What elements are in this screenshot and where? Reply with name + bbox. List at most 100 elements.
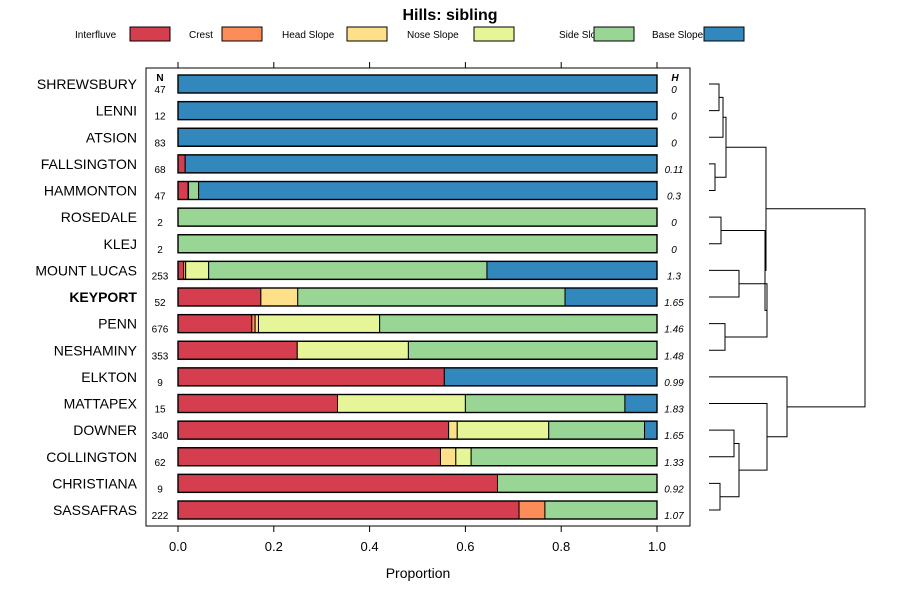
bars [177,74,658,520]
n-value-penn: 676 [152,325,169,336]
n-value-neshaminy: 353 [152,351,169,362]
bar-keyport-side-slope [297,287,566,307]
bar-penn-head-slope [254,314,259,334]
bar-outline-sassafras [177,500,658,520]
bar-neshaminy-side-slope [407,340,658,360]
n-value-fallsington: 68 [154,165,166,176]
bar-fallsington-base-slope [184,154,658,174]
dendrogram-link-3 [715,116,727,178]
row-label-keyport: KEYPORT [69,289,137,305]
bar-penn-interfluve [177,314,253,334]
x-tick-label-4: 0.8 [552,539,570,554]
bar-penn-side-slope [379,314,658,334]
n-value-rosedale: 2 [157,218,163,229]
h-value-shrewsbury: 0 [671,85,677,96]
bar-fallsington-interfluve [177,154,186,174]
dendrogram-link-6 [709,323,726,351]
row-label-sassafras: SASSAFRAS [53,502,137,518]
bar-mattapex-nose-slope [337,394,466,413]
n-value-lenni: 12 [154,112,166,123]
dendrogram-link-7 [725,283,768,338]
legend-swatch-side-slope [593,26,635,42]
bar-christiana-interfluve [177,473,498,493]
x-tick-label-0: 0.0 [169,539,187,554]
x-axis-label: Proportion [386,565,451,581]
bar-outline-christiana [177,473,658,494]
bar-outline-mattapex [177,393,658,414]
row-label-lenni: LENNI [96,103,137,119]
bar-penn-nose-slope [257,314,381,334]
dendrogram-link-11 [709,482,721,511]
chart-title: Hills: sibling [402,7,497,24]
n-value-christiana: 9 [157,484,163,495]
bar-outline-penn [177,313,658,334]
n-value-sassafras: 222 [152,511,169,522]
bar-keyport-interfluve [177,287,262,307]
row-label-downer: DOWNER [73,422,137,438]
bar-klej-side-slope [177,234,658,254]
n-value-keyport: 52 [154,298,166,309]
bar-outline-collington [177,447,658,467]
bar-collington-side-slope [470,447,658,467]
legend-label-base-slope: Base Slope [652,30,704,41]
n-value-collington: 62 [154,458,166,469]
x-tick-label-5: 1.0 [648,539,666,554]
x-tick-label-2: 0.4 [361,539,379,554]
row-label-klej: KLEJ [104,236,137,252]
legend-swatch-head-slope [346,26,388,42]
n-value-hammonton: 47 [154,192,166,203]
row-label-mount-lucas: MOUNT LUCAS [35,262,137,278]
dendrogram-link-5 [709,269,740,298]
h-value-collington: 1.33 [664,458,684,469]
n-value-klej: 2 [157,245,163,256]
n-value-atsion: 83 [154,138,166,149]
bar-outline-shrewsbury [177,74,658,94]
legend-label-nose-slope: Nose Slope [407,30,459,41]
bar-outline-atsion [177,127,658,147]
bar-collington-head-slope [439,447,457,467]
legend-swatch-base-slope [703,26,745,42]
h-value-christiana: 0.92 [664,484,684,495]
bar-outline-mount-lucas [177,260,658,281]
bar-downer-base-slope [644,420,658,440]
bar-outline-hammonton [177,180,658,201]
row-label-elkton: ELKTON [81,369,137,385]
bar-elkton-interfluve [177,367,445,387]
row-label-fallsington: FALLSINGTON [41,156,137,172]
legend: Interfluve Crest Head Slope Nose Slope Side … [75,26,745,42]
h-value-fallsington: 0.11 [665,165,684,176]
row-label-rosedale: ROSEDALE [61,209,137,225]
bar-sassafras-crest [518,500,546,520]
legend-swatch-crest [221,26,263,42]
bar-sassafras-side-slope [544,500,658,520]
h-value-hammonton: 0.3 [667,192,681,203]
legend-label-interfluve: Interfluve [75,30,117,41]
row-labels: SHREWSBURY 47 0 LENNI 12 0 ATSION 83 0 FALLSINGTO… [35,76,684,522]
bar-downer-nose-slope [456,420,550,440]
h-value-downer: 1.65 [664,431,684,442]
h-value-elkton: 0.99 [664,378,684,389]
h-value-penn: 1.46 [664,325,684,336]
bar-sassafras-interfluve [177,500,520,520]
bar-shrewsbury-base-slope [177,74,658,94]
bar-collington-interfluve [177,447,441,467]
bar-mattapex-base-slope [624,394,658,413]
bar-keyport-base-slope [564,287,658,307]
n-value-mattapex: 15 [154,405,166,416]
row-label-mattapex: MATTAPEX [64,396,138,412]
dendrogram-link-15 [766,208,866,408]
n-value-mount-lucas: 253 [152,271,169,282]
h-value-neshaminy: 1.48 [664,351,684,362]
bar-outline-keyport [177,287,658,307]
h-column-header: H [671,73,679,84]
dendrogram-link-4 [709,216,722,245]
dendrogram-link-14 [709,376,788,438]
bar-outline-rosedale [177,207,658,227]
x-tick-label-3: 0.6 [456,539,474,554]
bar-downer-side-slope [548,420,646,440]
n-column-header: N [156,73,163,84]
row-label-penn: PENN [98,316,137,332]
dendrogram-link-2 [709,163,716,191]
bar-outline-elkton [177,367,658,387]
